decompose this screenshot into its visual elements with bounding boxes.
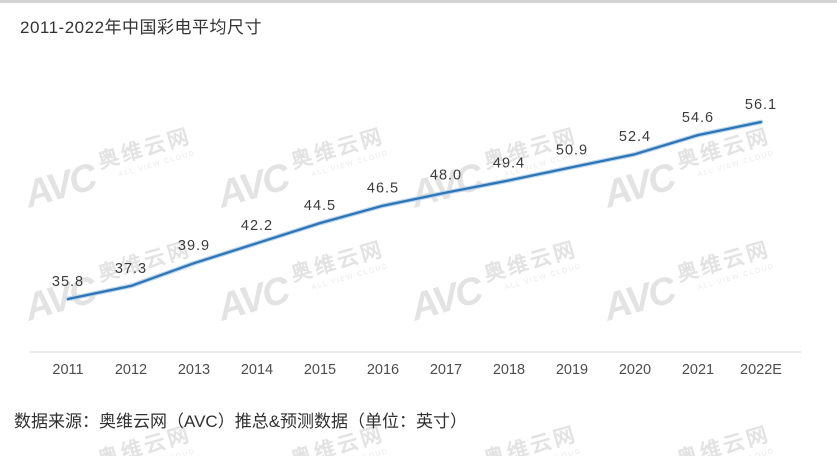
value-label: 39.9	[178, 238, 210, 254]
value-label: 52.4	[619, 129, 651, 145]
x-tick-label: 2020	[619, 362, 651, 378]
x-tick-label: 2015	[304, 362, 336, 378]
x-tick-label: 2012	[115, 362, 147, 378]
value-label: 49.4	[493, 155, 525, 171]
value-label: 35.8	[52, 274, 84, 290]
x-tick-label: 2011	[52, 362, 83, 378]
series-line	[66, 120, 763, 301]
value-label: 48.0	[430, 168, 462, 184]
page-title: 2011-2022年中国彩电平均尺寸	[20, 18, 263, 37]
x-tick-label: 2022E	[740, 362, 782, 378]
x-tick-label: 2013	[178, 362, 210, 378]
value-label: 44.5	[304, 198, 336, 214]
value-label: 54.6	[682, 110, 714, 126]
value-label: 50.9	[556, 142, 588, 158]
x-tick-label: 2016	[367, 362, 399, 378]
x-tick-label: 2017	[430, 362, 462, 378]
top-border	[0, 0, 837, 3]
x-tick-label: 2018	[493, 362, 525, 378]
value-label: 37.3	[115, 261, 147, 277]
value-label: 42.2	[241, 218, 273, 234]
data-source-note: 数据来源：奥维云网（AVC）推总&预测数据（单位：英寸）	[14, 412, 468, 431]
x-tick-label: 2021	[682, 362, 714, 378]
x-tick-label: 2014	[241, 362, 273, 378]
x-tick-label: 2019	[556, 362, 588, 378]
value-label: 56.1	[745, 97, 777, 113]
value-label: 46.5	[367, 181, 399, 197]
